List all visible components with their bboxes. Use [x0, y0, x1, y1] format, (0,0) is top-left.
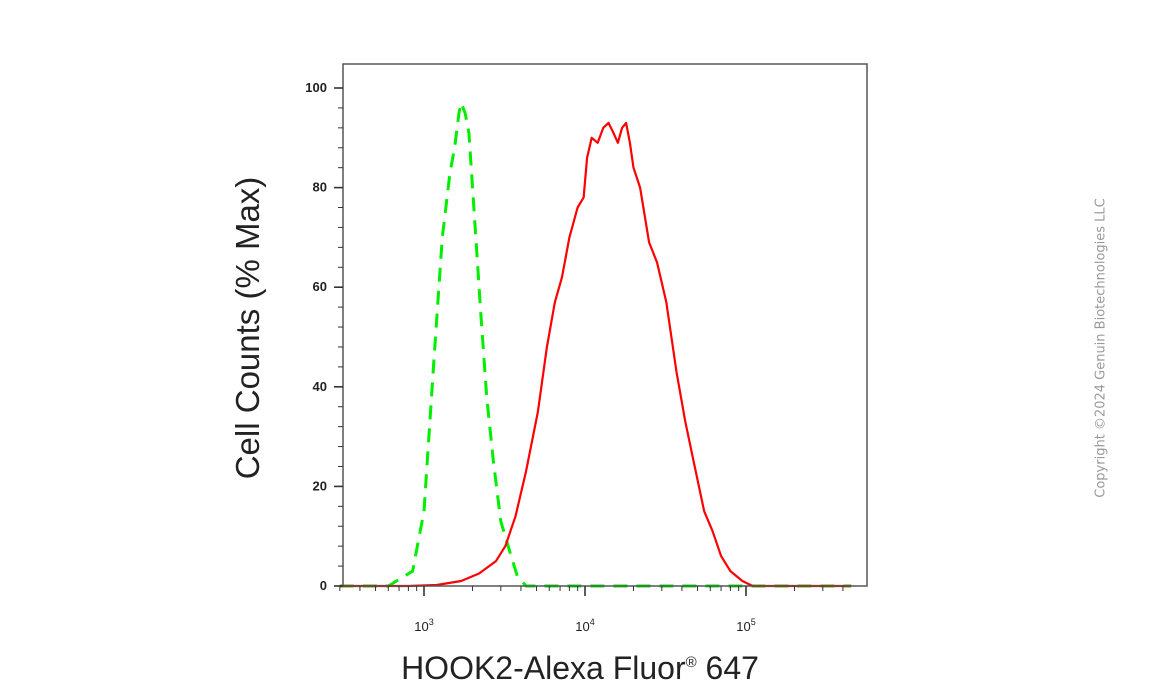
y-tick-label-0: 0 — [320, 578, 327, 593]
copyright-text: Copyright ©2024 Genuin Biotechnologies L… — [1093, 198, 1109, 498]
x-tick-label-4: 104 — [575, 617, 594, 634]
x-axis-title: HOOK2-Alexa Fluor® 647 — [401, 650, 759, 686]
y-axis-title: Cell Counts (% Max) — [229, 177, 266, 480]
x-axis-title-reg: ® — [686, 654, 697, 671]
series-1-line — [339, 101, 852, 588]
axes-layer: 0 20 40 60 80 100 103 104 105 — [305, 80, 844, 634]
y-tick-label-60: 60 — [313, 279, 327, 294]
x-tick-label-3: 103 — [414, 617, 433, 634]
x-axis-title-tail: 647 — [697, 650, 759, 686]
x-axis-title-main: HOOK2-Alexa Fluor — [401, 650, 686, 686]
x-tick-label-5: 105 — [736, 617, 755, 634]
y-tick-label-100: 100 — [305, 80, 327, 95]
plot-frame — [342, 63, 868, 587]
y-tick-label-80: 80 — [313, 180, 327, 195]
series-2-line — [339, 121, 852, 588]
y-tick-label-40: 40 — [313, 379, 327, 394]
series-layer — [339, 101, 852, 588]
y-tick-label-20: 20 — [313, 478, 327, 493]
